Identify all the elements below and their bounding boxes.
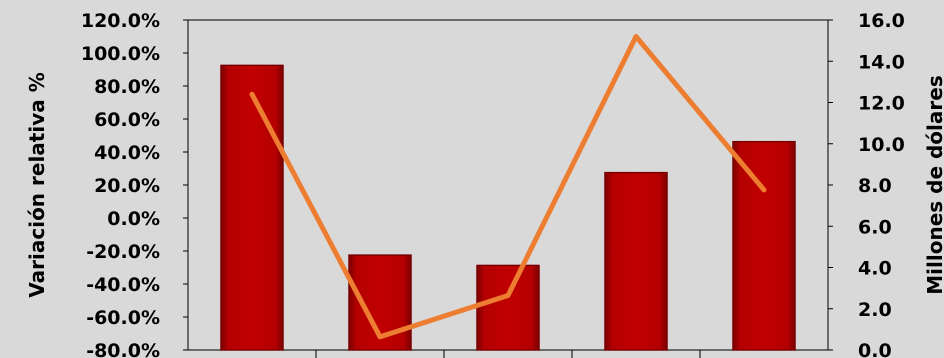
right-tick-label: 6.0 bbox=[858, 216, 892, 238]
left-tick-label: 0.0% bbox=[107, 208, 160, 230]
left-tick-label: -40.0% bbox=[86, 274, 160, 296]
right-tick-label: 12.0 bbox=[858, 93, 905, 115]
right-tick-label: 0.0 bbox=[858, 340, 892, 358]
bar bbox=[604, 171, 668, 351]
bar bbox=[220, 64, 284, 351]
left-tick-label: 60.0% bbox=[94, 109, 160, 131]
left-tick-label: 100.0% bbox=[81, 43, 160, 65]
left-tick-label: 120.0% bbox=[81, 10, 160, 32]
line-series bbox=[249, 34, 767, 340]
left-tick-label: 40.0% bbox=[94, 142, 160, 164]
bar bbox=[476, 264, 540, 351]
bar bbox=[732, 140, 796, 351]
right-tick-label: 8.0 bbox=[858, 175, 892, 197]
left-tick-label: 20.0% bbox=[94, 175, 160, 197]
left-tick-label: -60.0% bbox=[86, 307, 160, 329]
left-tick-label: -20.0% bbox=[86, 241, 160, 263]
right-tick-label: 16.0 bbox=[858, 10, 905, 32]
right-axis-label: Millones de dólares bbox=[923, 75, 944, 294]
left-tick-label: 80.0% bbox=[94, 76, 160, 98]
left-tick-label: -80.0% bbox=[86, 340, 160, 358]
right-tick-label: 14.0 bbox=[858, 51, 905, 73]
left-axis-label: Variación relativa % bbox=[25, 72, 49, 297]
right-tick-label: 10.0 bbox=[858, 134, 905, 156]
right-tick-label: 4.0 bbox=[858, 258, 892, 280]
right-tick-label: 2.0 bbox=[858, 299, 892, 321]
